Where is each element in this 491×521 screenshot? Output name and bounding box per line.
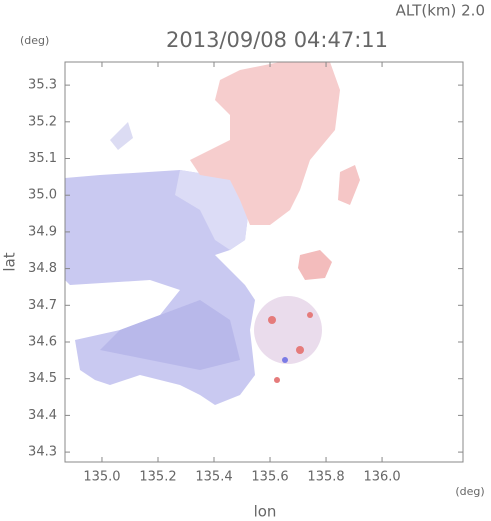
y-tick-label: 34.7 xyxy=(28,298,57,313)
y-tick-label: 35.2 xyxy=(28,114,57,129)
x-tick-label: 135.4 xyxy=(195,470,232,485)
y-tick-label: 34.5 xyxy=(28,371,57,386)
x-axis-label: lon xyxy=(254,503,277,521)
y-tick-label: 35.0 xyxy=(28,188,57,203)
blue-echo-small xyxy=(110,122,133,150)
chart-title: 2013/09/08 04:47:11 xyxy=(166,28,388,52)
speckle xyxy=(274,377,280,383)
red-echo-east xyxy=(338,165,360,205)
speckle xyxy=(282,357,288,363)
x-tick-label: 135.8 xyxy=(307,470,344,485)
x-unit: (deg) xyxy=(455,485,484,498)
y-tick-label: 34.4 xyxy=(28,408,57,423)
y-axis-label: lat xyxy=(1,252,19,271)
red-echo xyxy=(190,62,340,225)
mixed-echo xyxy=(254,296,322,364)
y-unit: (deg) xyxy=(20,34,49,47)
speckle xyxy=(296,346,304,354)
y-tick-label: 35.3 xyxy=(28,78,57,93)
plot-frame xyxy=(64,61,464,463)
y-tick-label: 34.6 xyxy=(28,335,57,350)
altitude-label: ALT(km) 2.0 xyxy=(396,2,485,20)
y-tick-label: 35.1 xyxy=(28,151,57,166)
x-tick-label: 136.0 xyxy=(363,470,400,485)
y-tick-label: 34.8 xyxy=(28,261,57,276)
x-tick-label: 135.6 xyxy=(251,470,288,485)
y-tick-label: 34.9 xyxy=(28,224,57,239)
speckle xyxy=(268,316,276,324)
blue-echo-dark xyxy=(100,300,240,370)
radar-field xyxy=(65,62,360,405)
red-echo-small xyxy=(298,250,332,280)
x-tick-label: 135.2 xyxy=(139,470,176,485)
speckle xyxy=(307,312,313,318)
blue-echo-light xyxy=(175,170,250,250)
y-tick-label: 34.3 xyxy=(28,445,57,460)
x-tick-label: 135.0 xyxy=(83,470,120,485)
